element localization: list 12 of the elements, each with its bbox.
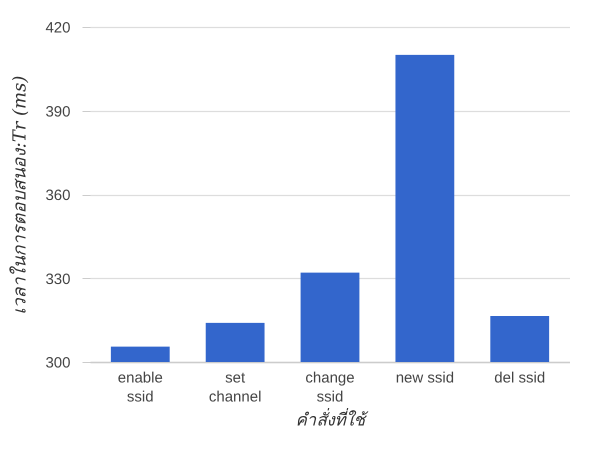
y-tick-label: 360 xyxy=(45,187,70,204)
x-tick-label: change ssid xyxy=(305,370,355,406)
y-tick-label: 390 xyxy=(45,103,70,120)
y-tick-label: 420 xyxy=(45,20,70,36)
y-tick-label: 300 xyxy=(45,354,70,372)
y-axis-title: เวลาในการตอบสนอง:Tr (ms) xyxy=(8,76,30,314)
x-tick-label: del ssid xyxy=(494,370,546,386)
x-tick-label: new ssid xyxy=(396,370,454,386)
x-axis-title: คำสั่งที่ใช้ xyxy=(296,408,368,430)
x-tick-label: set channel xyxy=(208,370,262,406)
x-tick-label: enable ssid xyxy=(118,370,163,406)
y-tick-label: 330 xyxy=(45,270,70,288)
